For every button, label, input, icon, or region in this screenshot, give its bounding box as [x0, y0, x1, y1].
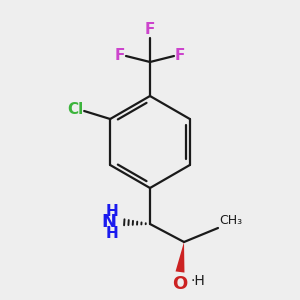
Text: CH₃: CH₃ [219, 214, 242, 227]
Text: F: F [175, 49, 185, 64]
Text: H: H [105, 226, 118, 241]
Text: Cl: Cl [67, 103, 83, 118]
Text: H: H [105, 203, 118, 218]
Polygon shape [176, 242, 184, 273]
Text: F: F [145, 22, 155, 37]
Text: F: F [115, 49, 125, 64]
Text: ·H: ·H [190, 274, 205, 288]
Text: N: N [101, 213, 116, 231]
Text: O: O [172, 275, 188, 293]
